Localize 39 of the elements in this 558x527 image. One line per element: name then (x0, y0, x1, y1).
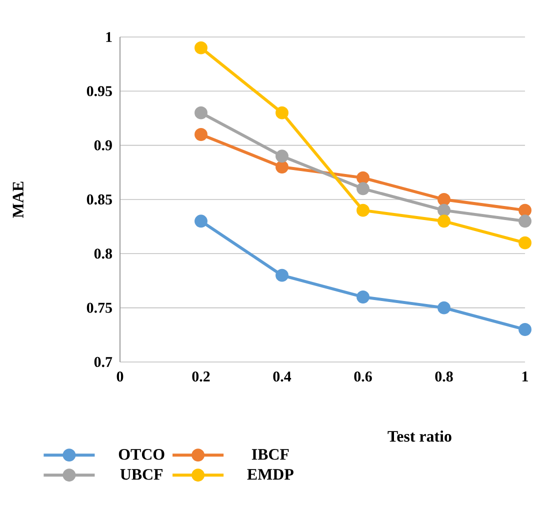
y-tick-label: 1 (106, 32, 112, 42)
x-axis-title: Test ratio (388, 430, 452, 442)
x-tick-label: 0.2 (192, 371, 210, 382)
legend-label: UBCF (120, 469, 163, 480)
point (438, 214, 450, 228)
point (518, 214, 532, 228)
y-tick-label: 0.9 (94, 140, 112, 150)
point (438, 193, 450, 206)
y-tick-label: 0.75 (86, 302, 112, 313)
point (356, 290, 370, 304)
x-tick-label: 0.8 (435, 371, 453, 382)
point (194, 106, 208, 120)
point (356, 171, 370, 184)
point (518, 204, 532, 217)
point (194, 41, 208, 54)
legend-label: IBCF (252, 449, 289, 460)
y-tick-label: 0.95 (86, 86, 112, 96)
legend-label: OTCO (118, 449, 164, 460)
x-tick-label: 0 (116, 371, 124, 382)
x-tick-label: 0.6 (354, 371, 372, 382)
point (518, 323, 532, 336)
point (276, 268, 288, 282)
point (438, 301, 450, 314)
y-tick-label: 0.85 (86, 194, 112, 205)
point (194, 128, 208, 141)
point (438, 204, 450, 217)
y-axis-title: MAE (12, 182, 24, 218)
point (276, 160, 288, 174)
point (276, 106, 288, 120)
point (356, 182, 370, 196)
y-tick-label: 0.7 (94, 356, 112, 368)
x-tick-label: 1 (522, 371, 528, 382)
y-tick-label: 0.8 (94, 248, 112, 259)
point (194, 214, 208, 228)
x-tick-label: 0.4 (273, 371, 292, 382)
point (356, 204, 370, 217)
point (518, 236, 532, 250)
point (276, 150, 288, 163)
legend-label: EMDP (247, 469, 294, 480)
